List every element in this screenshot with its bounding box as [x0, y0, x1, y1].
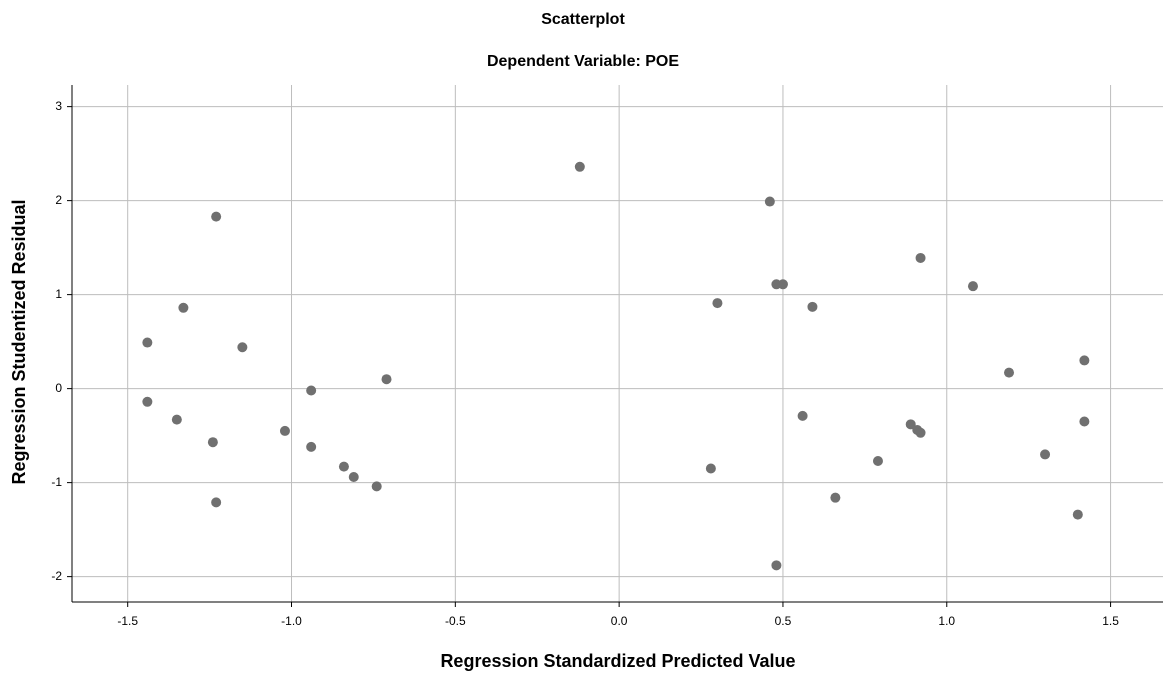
point	[1073, 510, 1083, 520]
point	[349, 472, 359, 482]
point	[706, 464, 716, 474]
point	[807, 302, 817, 312]
y-tick-label: 1	[55, 287, 62, 301]
chart-subtitle: Dependent Variable: POE	[487, 53, 679, 70]
point	[798, 411, 808, 421]
point	[211, 212, 221, 222]
point	[1004, 368, 1014, 378]
point	[1079, 355, 1089, 365]
point	[306, 386, 316, 396]
y-axis-title: Regression Studentized Residual	[9, 199, 29, 484]
point	[280, 426, 290, 436]
point	[1079, 417, 1089, 427]
point	[142, 338, 152, 348]
y-tick-label: 2	[55, 193, 62, 207]
x-tick-label: 0.5	[775, 614, 792, 628]
point	[172, 415, 182, 425]
point	[1040, 449, 1050, 459]
point	[916, 253, 926, 263]
point	[306, 442, 316, 452]
point	[237, 342, 247, 352]
y-tick-label: -1	[51, 475, 62, 489]
point	[873, 456, 883, 466]
chart-title: Scatterplot	[541, 11, 625, 28]
point	[372, 481, 382, 491]
point	[765, 197, 775, 207]
point	[178, 303, 188, 313]
x-tick-label: -1.5	[117, 614, 138, 628]
y-tick-label: 0	[55, 381, 62, 395]
point	[339, 462, 349, 472]
x-tick-label: -0.5	[445, 614, 466, 628]
point	[142, 397, 152, 407]
point	[771, 560, 781, 570]
point	[208, 437, 218, 447]
point	[575, 162, 585, 172]
y-tick-label: -2	[51, 569, 62, 583]
point	[712, 298, 722, 308]
x-tick-label: 1.0	[938, 614, 955, 628]
x-tick-label: 0.0	[611, 614, 628, 628]
point	[916, 428, 926, 438]
chart: Scatterplot Dependent Variable: POE Regr…	[0, 0, 1166, 677]
x-axis-title: Regression Standardized Predicted Value	[440, 651, 795, 671]
point	[778, 279, 788, 289]
y-tick-label: 3	[55, 99, 62, 113]
point	[211, 497, 221, 507]
point	[382, 374, 392, 384]
point	[830, 493, 840, 503]
x-tick-label: 1.5	[1102, 614, 1119, 628]
point	[968, 281, 978, 291]
x-tick-label: -1.0	[281, 614, 302, 628]
